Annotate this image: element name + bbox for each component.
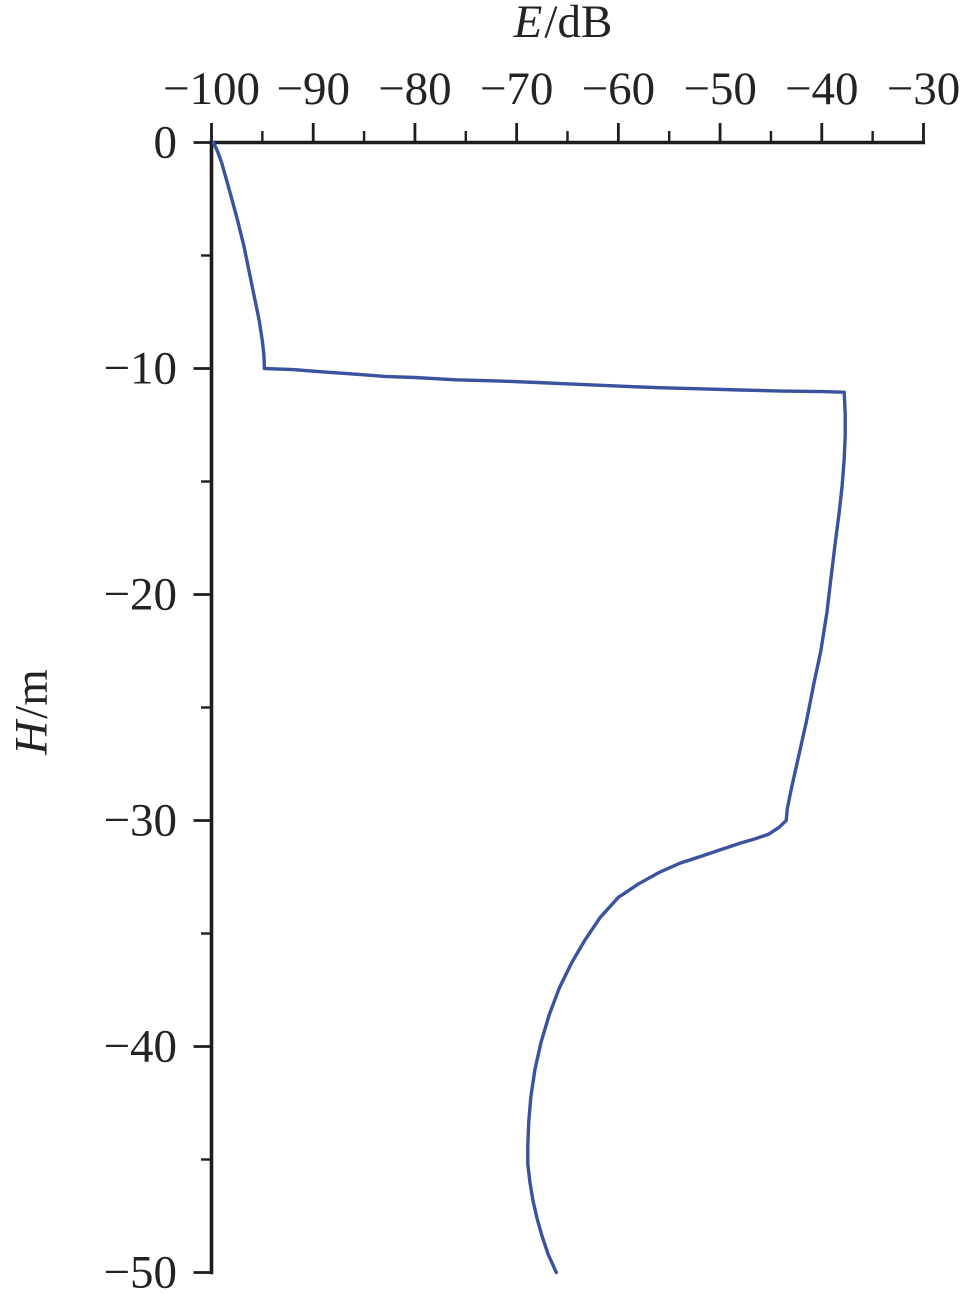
x-tick-label: −100 (163, 63, 260, 115)
x-tick-label: −70 (480, 63, 554, 115)
y-tick-label: 0 (154, 117, 178, 169)
x-tick-label: −30 (887, 63, 961, 115)
profile-curve (211, 140, 847, 1275)
y-tick-label: −30 (103, 795, 177, 847)
x-axis-title: E/dB (514, 0, 613, 49)
y-tick-label: −20 (103, 569, 177, 621)
x-tick-label: −40 (785, 63, 859, 115)
y-tick-label: −10 (103, 343, 177, 395)
x-axis-unit: /dB (544, 0, 613, 48)
y-tick-label: −50 (103, 1247, 177, 1299)
x-tick-label: −60 (582, 63, 656, 115)
x-tick-label: −80 (378, 63, 452, 115)
y-tick-label: −40 (103, 1021, 177, 1073)
x-axis-variable: E (513, 0, 543, 48)
x-tick-label: −50 (683, 63, 757, 115)
x-tick-label: −90 (276, 63, 350, 115)
